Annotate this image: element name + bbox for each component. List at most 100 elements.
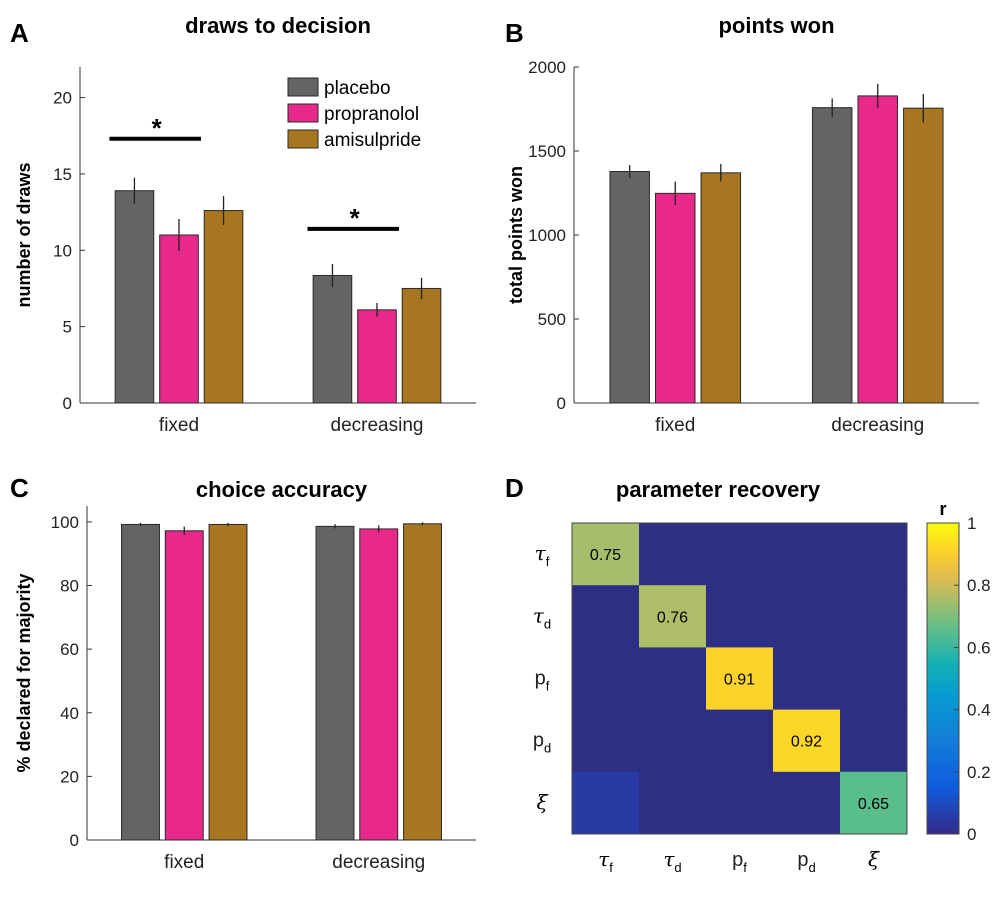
- heatmap-cell: [572, 523, 640, 586]
- y-tick-label: 20: [53, 89, 72, 108]
- heatmap-cell: [572, 771, 640, 835]
- x-param-label: τd: [663, 847, 681, 875]
- y-tick-label: 40: [60, 704, 79, 723]
- heatmap-cell: [840, 523, 908, 586]
- heatmap-cell: [706, 771, 774, 835]
- chart-title: points won: [718, 13, 834, 38]
- heatmap-cell: [706, 585, 774, 648]
- bar-placebo-decreasing: [315, 525, 355, 841]
- param-subscript: d: [544, 616, 551, 631]
- bar-propranolol-decreasing: [359, 528, 399, 841]
- colorbar: [926, 522, 960, 835]
- bar-placebo-decreasing: [811, 107, 853, 404]
- colorbar-tick-label: 0.6: [967, 638, 991, 657]
- bar-amisulpride-fixed: [208, 523, 248, 841]
- heatmap-cell-label: 0.65: [858, 796, 889, 813]
- heatmap-cell: [639, 647, 707, 711]
- colorbar-tick-label: 0.2: [967, 763, 991, 782]
- panel-letter: C: [10, 473, 29, 503]
- heatmap-cell: [840, 771, 908, 835]
- param-subscript: f: [546, 679, 550, 694]
- bar-propranolol-decreasing: [857, 95, 898, 404]
- x-tick-label: fixed: [159, 415, 199, 436]
- heatmap-cell-label: 0.92: [791, 734, 822, 751]
- y-tick-label: 10: [53, 241, 72, 260]
- y-axis-label: % declared for majority: [14, 573, 34, 772]
- y-param-label: τf: [535, 541, 550, 569]
- bar-amisulpride-decreasing: [903, 107, 944, 404]
- bar-propranolol-fixed: [655, 192, 696, 404]
- param-subscript: d: [808, 860, 815, 875]
- legend-swatch-placebo: [287, 77, 319, 97]
- y-tick-label: 500: [538, 310, 566, 329]
- legend-label-amisulpride: amisulpride: [324, 130, 421, 151]
- heatmap-cell: [572, 585, 640, 648]
- bar-amisulpride-decreasing: [403, 523, 442, 841]
- chart-title: parameter recovery: [616, 477, 821, 502]
- heatmap-cell: [706, 647, 774, 711]
- y-tick-label: 0: [70, 831, 79, 850]
- bar-propranolol-fixed: [159, 234, 199, 404]
- heatmap-cell: [840, 647, 908, 711]
- param-symbol: p: [732, 849, 743, 871]
- y-tick-label: 2000: [528, 58, 566, 77]
- significance-star: *: [350, 203, 361, 233]
- param-symbol: ξ: [868, 847, 880, 871]
- colorbar-tick-label: 1: [967, 514, 976, 533]
- heatmap-cell-label: 0.75: [590, 547, 621, 564]
- heatmap-cell: [639, 771, 707, 835]
- heatmap-frame: [571, 522, 908, 835]
- y-axis-label: number of draws: [14, 162, 34, 307]
- chart-title: draws to decision: [185, 13, 371, 38]
- heatmap-cell: [840, 585, 908, 648]
- heatmap-cell: [706, 523, 774, 586]
- legend-label-propranolol: propranolol: [324, 104, 419, 125]
- param-symbol: p: [533, 730, 544, 752]
- heatmap-cell: [639, 585, 707, 648]
- y-tick-label: 0: [63, 394, 72, 413]
- bar-placebo-decreasing: [312, 274, 353, 404]
- colorbar-tick-label: 0: [967, 825, 976, 844]
- bar-propranolol-fixed: [164, 530, 204, 841]
- heatmap-cell: [773, 647, 841, 711]
- heatmap-cell: [706, 709, 774, 773]
- x-param-label: ξ: [868, 847, 880, 871]
- chart-title: choice accuracy: [196, 477, 368, 502]
- legend-label-placebo: placebo: [324, 78, 391, 99]
- param-symbol: τ: [598, 847, 610, 871]
- bar-amisulpride-decreasing: [401, 287, 442, 404]
- panel-letter: A: [10, 18, 29, 48]
- heatmap-cell: [773, 523, 841, 586]
- legend-swatch-amisulpride: [287, 129, 319, 149]
- y-tick-label: 1500: [528, 142, 566, 161]
- y-tick-label: 5: [63, 318, 72, 337]
- param-symbol: p: [535, 668, 546, 690]
- y-param-label: ξ: [536, 790, 548, 814]
- param-subscript: f: [546, 554, 550, 569]
- y-param-label: pd: [533, 730, 551, 756]
- y-tick-label: 0: [557, 394, 566, 413]
- y-tick-label: 100: [51, 513, 79, 532]
- y-axis-label: total points won: [506, 166, 526, 304]
- colorbar-tick-label: 0.8: [967, 576, 991, 595]
- param-symbol: τ: [535, 541, 547, 565]
- param-subscript: f: [743, 860, 747, 875]
- panel-letter: B: [505, 18, 524, 48]
- bar-placebo-fixed: [114, 190, 155, 404]
- param-subscript: d: [674, 860, 681, 875]
- x-param-label: pf: [732, 849, 747, 875]
- heatmap-cell-label: 0.91: [724, 672, 755, 689]
- bar-amisulpride-fixed: [700, 172, 742, 404]
- y-tick-label: 80: [60, 577, 79, 596]
- significance-star: *: [152, 113, 163, 143]
- heatmap-cell: [773, 585, 841, 648]
- legend-swatch-propranolol: [287, 103, 319, 123]
- param-symbol: τ: [663, 847, 675, 871]
- heatmap-cell: [639, 523, 707, 586]
- y-param-label: pf: [535, 668, 550, 694]
